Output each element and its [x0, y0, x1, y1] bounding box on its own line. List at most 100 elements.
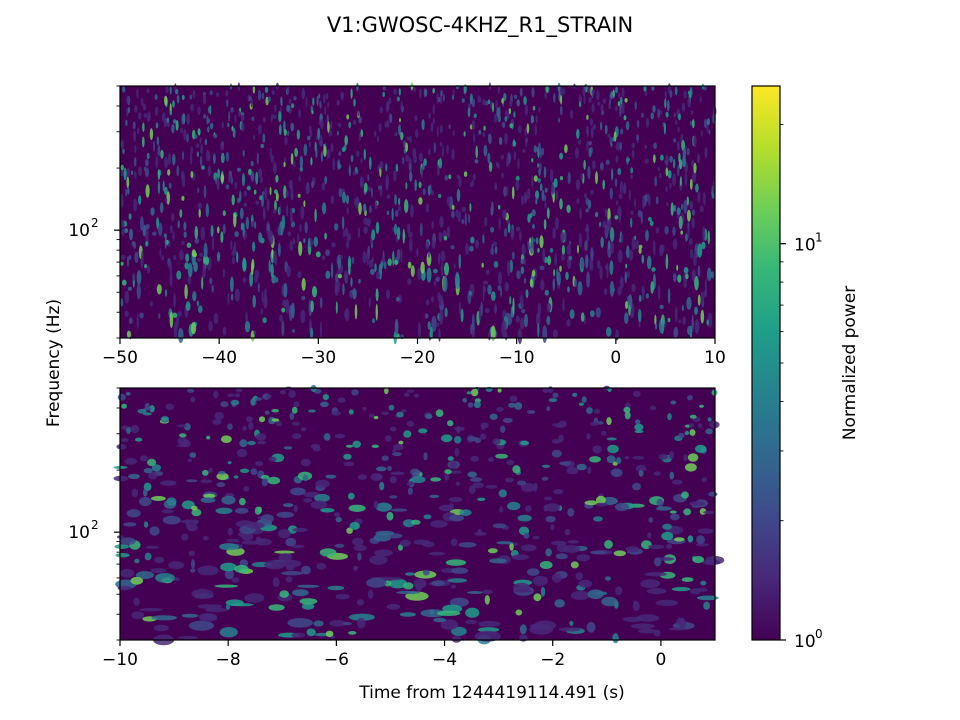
heatmap-cell — [348, 504, 366, 512]
heatmap-cell — [631, 142, 635, 149]
heatmap-cell — [144, 264, 147, 269]
heatmap-cell — [184, 262, 189, 270]
heatmap-cell — [218, 470, 226, 475]
heatmap-cell — [262, 317, 267, 324]
heatmap-cell — [120, 254, 126, 260]
heatmap-cell — [200, 143, 204, 155]
heatmap-cell — [181, 151, 185, 161]
heatmap-cell — [197, 128, 201, 136]
heatmap-cell — [321, 255, 326, 261]
heatmap-cell — [283, 128, 287, 136]
heatmap-cell — [368, 259, 374, 268]
heatmap-cell — [227, 122, 230, 128]
heatmap-cell — [155, 122, 159, 129]
heatmap-cell — [351, 389, 359, 396]
heatmap-cell — [478, 306, 482, 322]
heatmap-cell — [243, 202, 248, 207]
heatmap-cell — [299, 224, 302, 232]
heatmap-cell — [667, 413, 672, 421]
heatmap-cell — [468, 485, 476, 495]
heatmap-cell — [431, 239, 436, 249]
heatmap-cell — [382, 91, 386, 98]
heatmap-cell — [684, 233, 688, 242]
heatmap-cell — [147, 114, 150, 123]
heatmap-cell — [496, 107, 500, 118]
heatmap-cell — [681, 102, 686, 113]
heatmap-cell — [202, 263, 206, 278]
heatmap-cell — [260, 176, 263, 184]
heatmap-cell — [437, 322, 440, 327]
heatmap-cell — [313, 620, 324, 627]
heatmap-cell — [316, 95, 319, 106]
heatmap-cell — [697, 191, 701, 203]
heatmap-cell — [621, 87, 625, 98]
heatmap-cell — [517, 514, 532, 522]
heatmap-cell — [438, 504, 454, 512]
heatmap-cell — [336, 99, 340, 106]
heatmap-cell — [551, 439, 561, 444]
heatmap-cell — [617, 205, 622, 220]
heatmap-cell — [135, 571, 154, 580]
heatmap-cell — [410, 203, 414, 218]
heatmap-cell — [630, 217, 633, 228]
heatmap-cell — [450, 584, 457, 589]
heatmap-cell — [335, 593, 350, 600]
heatmap-cell — [604, 208, 608, 218]
heatmap-cell — [399, 612, 416, 617]
heatmap-cell — [501, 172, 504, 179]
heatmap-cell — [186, 479, 198, 483]
heatmap-cell — [200, 226, 205, 241]
heatmap-cell — [424, 88, 428, 97]
heatmap-cell — [291, 302, 295, 319]
heatmap-cell — [142, 412, 152, 416]
heatmap-cell — [568, 255, 573, 261]
heatmap-cell — [216, 472, 229, 481]
heatmap-cell — [584, 500, 598, 506]
heatmap-cell — [653, 142, 657, 149]
heatmap-cell — [128, 213, 132, 220]
heatmap-cell — [432, 88, 436, 94]
heatmap-cell — [535, 115, 538, 124]
heatmap-cell — [469, 245, 474, 252]
heatmap-cell — [207, 126, 210, 133]
heatmap-cell — [287, 85, 290, 95]
heatmap-cell — [517, 158, 520, 170]
heatmap-cell — [202, 469, 209, 476]
heatmap-cell — [425, 240, 430, 250]
heatmap-cell — [637, 309, 642, 322]
heatmap-cell — [489, 558, 507, 564]
heatmap-cell — [498, 204, 501, 210]
heatmap-cell — [232, 246, 236, 252]
y-tick-label: 10 — [68, 523, 90, 543]
heatmap-cell — [145, 159, 149, 167]
heatmap-cell — [246, 185, 251, 191]
heatmap-cell — [654, 176, 658, 187]
heatmap-cell — [628, 189, 631, 202]
heatmap-cell — [632, 456, 644, 460]
heatmap-cell — [349, 521, 360, 530]
heatmap-cell — [689, 588, 701, 595]
heatmap-cell — [425, 413, 433, 419]
heatmap-cell — [282, 559, 302, 568]
heatmap-cell — [285, 299, 290, 314]
heatmap-cell — [394, 223, 398, 236]
heatmap-cell — [290, 193, 294, 201]
heatmap-cell — [207, 106, 211, 114]
heatmap-cell — [607, 240, 611, 250]
heatmap-cell — [604, 124, 608, 135]
heatmap-cell — [192, 89, 196, 99]
heatmap-cell — [199, 252, 204, 257]
heatmap-cell — [357, 474, 368, 480]
heatmap-cell — [560, 231, 565, 243]
heatmap-cell — [449, 597, 469, 607]
heatmap-cell — [242, 425, 247, 431]
heatmap-cell — [225, 90, 229, 97]
heatmap-cell — [559, 105, 563, 116]
heatmap-cell — [285, 190, 289, 198]
heatmap-cell — [612, 89, 615, 98]
heatmap-cell — [520, 544, 537, 552]
heatmap-cell — [523, 96, 527, 106]
heatmap-cell — [645, 229, 649, 242]
heatmap-cell — [448, 497, 463, 503]
heatmap-cell — [143, 113, 148, 119]
